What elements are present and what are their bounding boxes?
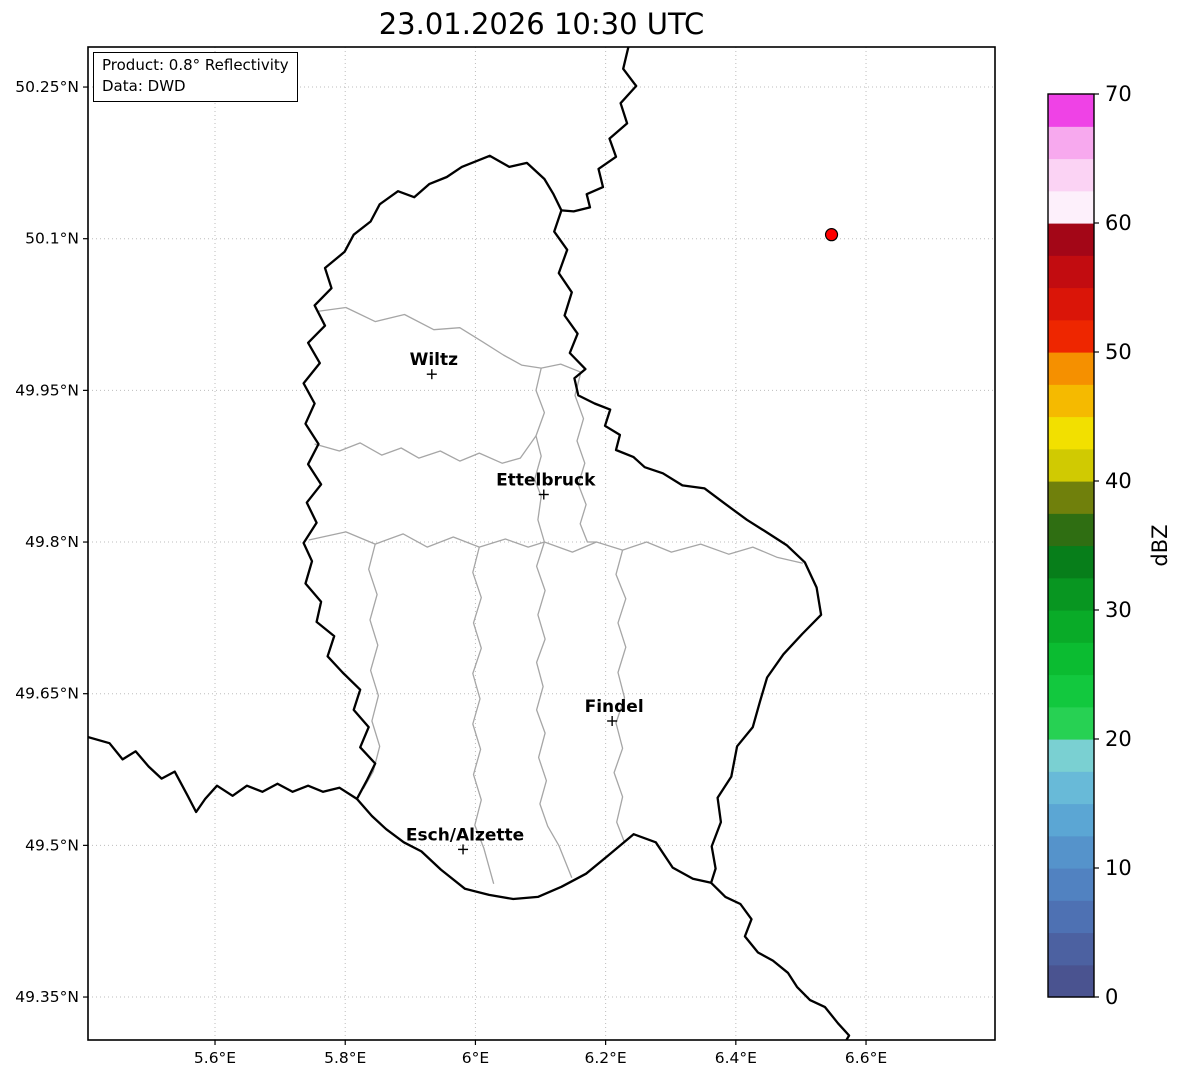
colorbar-segment <box>1048 384 1094 418</box>
colorbar-axis-label: dBZ <box>1148 524 1172 566</box>
colorbar-segment <box>1048 287 1094 321</box>
colorbar-tick-label: 20 <box>1105 727 1132 751</box>
x-tick-label: 6.4°E <box>715 1049 757 1067</box>
border-france-germany <box>710 881 851 1040</box>
x-tick-label: 5.8°E <box>324 1049 366 1067</box>
plot-frame <box>87 46 996 1041</box>
district-border <box>308 531 804 564</box>
colorbar-segment <box>1048 352 1094 385</box>
colorbar-segment <box>1048 610 1094 643</box>
city-label: Esch/Alzette <box>406 825 524 845</box>
colorbar-segment <box>1048 158 1094 192</box>
colorbar-segment <box>1048 868 1094 901</box>
colorbar-segment <box>1048 545 1094 579</box>
x-tick-label: 6.6°E <box>845 1049 887 1067</box>
country-border-luxembourg <box>302 154 823 901</box>
colorbar-segment <box>1048 642 1094 676</box>
colorbar-segment <box>1048 739 1094 772</box>
colorbar-tick-label: 50 <box>1105 340 1132 364</box>
city-label: Ettelbruck <box>496 471 596 491</box>
colorbar-segment <box>1048 674 1094 708</box>
colorbar-segment <box>1048 932 1094 966</box>
colorbar-segment <box>1048 126 1094 160</box>
x-tick-label: 6°E <box>462 1049 489 1067</box>
colorbar-segment <box>1048 481 1094 514</box>
colorbar-tick-label: 30 <box>1105 598 1132 622</box>
district-border <box>314 435 537 464</box>
x-tick-label: 6.2°E <box>585 1049 627 1067</box>
border-france-belgium <box>88 735 358 814</box>
y-tick-label: 49.8°N <box>25 533 79 551</box>
colorbar-segment <box>1048 416 1094 450</box>
figure-title: 23.01.2026 10:30 UTC <box>378 7 705 41</box>
district-border <box>613 549 627 843</box>
colorbar-segment <box>1048 448 1094 482</box>
y-tick-label: 49.95°N <box>15 381 79 399</box>
radar-location-dot <box>824 228 839 242</box>
y-tick-label: 50.25°N <box>15 78 79 96</box>
colorbar-segment <box>1048 319 1094 353</box>
y-tick-label: 50.1°N <box>25 230 79 248</box>
y-tick-label: 49.5°N <box>25 836 79 854</box>
colorbar-tick-label: 40 <box>1105 469 1132 493</box>
colorbar-segment <box>1048 577 1094 611</box>
colorbar-tick-label: 60 <box>1105 211 1132 235</box>
colorbar-tick-label: 10 <box>1105 856 1132 880</box>
colorbar-segment <box>1048 94 1094 127</box>
colorbar-segment <box>1048 706 1094 740</box>
colorbar-segment <box>1048 223 1094 256</box>
colorbar-segment <box>1048 964 1094 998</box>
district-border <box>362 543 381 790</box>
district-border <box>574 372 597 543</box>
colorbar-segment <box>1048 255 1094 289</box>
district-border <box>535 541 573 878</box>
city-label: Wiltz <box>410 350 459 370</box>
colorbar-outline <box>1047 93 1095 998</box>
border-belgium-germany <box>561 47 638 213</box>
colorbar-tick-label: 0 <box>1105 985 1118 1009</box>
colorbar-segment <box>1048 771 1094 805</box>
district-border <box>534 367 546 543</box>
x-tick-label: 5.6°E <box>194 1049 236 1067</box>
district-border <box>316 306 582 373</box>
district-border <box>472 546 495 884</box>
y-tick-label: 49.65°N <box>15 685 79 703</box>
colorbar-segment <box>1048 190 1094 224</box>
colorbar-segment <box>1048 835 1094 869</box>
product-info-box: Product: 0.8° Reflectivity Data: DWD <box>93 52 298 102</box>
product-info-line: Product: 0.8° Reflectivity <box>102 56 289 74</box>
city-label: Findel <box>585 697 644 717</box>
y-tick-label: 49.35°N <box>15 988 79 1006</box>
colorbar-tick-label: 70 <box>1105 82 1132 106</box>
colorbar-segment <box>1048 900 1094 934</box>
colorbar-segment <box>1048 803 1094 837</box>
map-layer: Wiltz Ettelbruck Findel Esch/Alzette <box>88 47 995 1040</box>
colorbar-segment <box>1048 513 1094 547</box>
data-source-line: Data: DWD <box>102 77 186 95</box>
